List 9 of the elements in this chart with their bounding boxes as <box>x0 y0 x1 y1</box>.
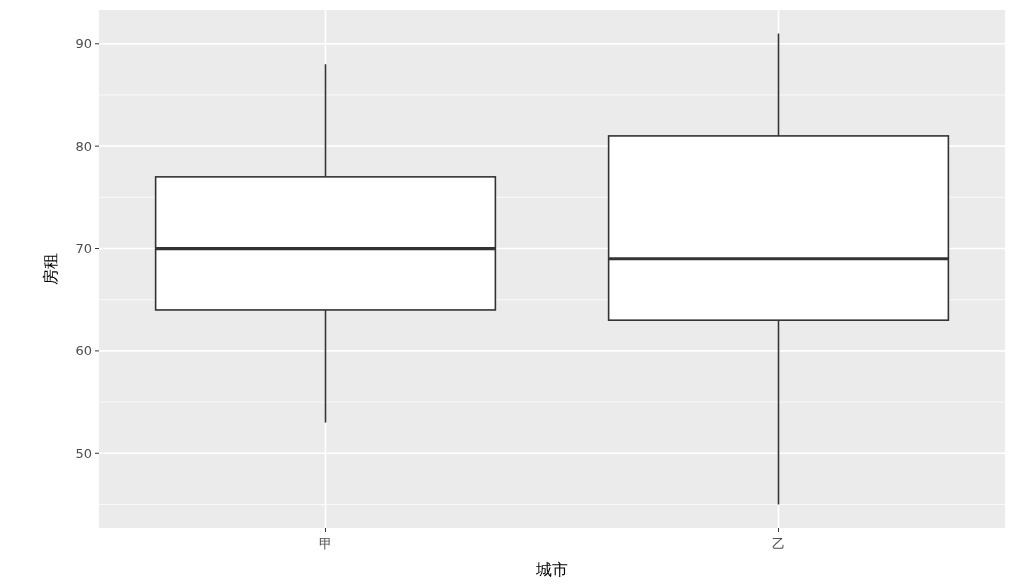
x-tick-label: 甲 <box>319 536 332 551</box>
y-tick-label: 70 <box>75 241 92 257</box>
y-tick-label: 90 <box>75 36 92 52</box>
y-axis-title: 房租 <box>41 253 60 285</box>
y-tick-label: 80 <box>75 138 92 154</box>
y-tick-label: 50 <box>75 445 92 461</box>
x-tick-label: 乙 <box>772 536 785 551</box>
x-axis-title: 城市 <box>535 560 568 579</box>
y-tick-label: 60 <box>75 343 92 359</box>
